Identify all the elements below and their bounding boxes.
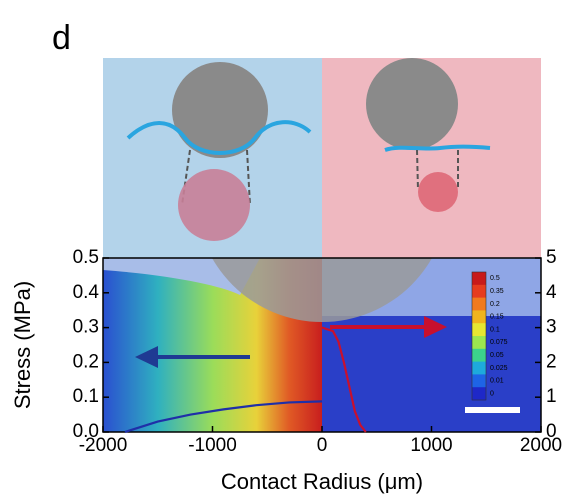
colorbar-swatch [472, 361, 486, 375]
colorbar-label: 0 [490, 390, 494, 397]
x-axis-label: Contact Radius (μm) [221, 469, 423, 494]
y2-tick-label: 0 [546, 421, 557, 442]
y2-tick-label: 5 [546, 247, 557, 268]
y-tick-label: 0.2 [73, 351, 99, 372]
membrane [126, 120, 312, 155]
contact-area [418, 172, 458, 212]
arrowhead [135, 346, 158, 368]
colorbar-swatch [472, 374, 486, 388]
y-tick-label: 0.0 [73, 421, 99, 442]
y-tick-label: 0.4 [73, 282, 100, 303]
colorbar: 0.5 0.35 0.2 0.15 0.1 0.075 0.05 0.025 0.01 0 [471, 271, 508, 401]
colorbar-swatch [472, 387, 486, 401]
x-tick-label: 2000 [520, 435, 562, 456]
colorbar-swatch [472, 348, 486, 363]
panel-label: d [52, 19, 71, 57]
colorbar-label: 0.15 [490, 314, 504, 321]
colorbar-swatch [472, 336, 486, 350]
colorbar-label: 0.075 [490, 339, 508, 346]
guide [181, 149, 191, 206]
colorbar-label: 0.2 [490, 301, 500, 308]
colorbar-label: 0.05 [490, 352, 504, 359]
colorbar-swatch [472, 284, 486, 299]
series-line [124, 400, 323, 434]
guide [416, 149, 419, 191]
sphere [172, 62, 268, 158]
y2-tick-label: 2 [546, 351, 557, 372]
colorbar-label: 0.5 [490, 275, 500, 282]
arrowhead [424, 316, 447, 338]
colorbar-label: 0.35 [490, 288, 504, 295]
x-tick-label: 0 [317, 435, 328, 456]
colorbar-swatch [472, 297, 486, 311]
colorbar-label: 0.1 [490, 326, 500, 333]
y-tick-label: 0.5 [73, 247, 99, 268]
x-tick-label: -1000 [188, 435, 237, 456]
colorbar-label: 0.025 [490, 365, 508, 372]
series-line [321, 326, 367, 433]
guide [246, 149, 251, 206]
y-tick-label: 0.1 [73, 386, 99, 407]
sphere [366, 58, 458, 150]
y-tick-label: 0.3 [73, 317, 99, 338]
x-tick-label: 1000 [410, 435, 452, 456]
colorbar-swatch [472, 323, 486, 337]
y-axis-label: Stress (MPa) [10, 281, 35, 409]
y2-tick-label: 1 [546, 386, 557, 407]
y2-tick-label: 3 [546, 317, 557, 338]
colorbar-frame [471, 271, 487, 401]
x-tick-label: -2000 [79, 435, 128, 456]
colorbar-label: 0.01 [490, 378, 504, 385]
contact-area [178, 169, 250, 241]
colorbar-swatch [472, 272, 486, 286]
scale-bar [465, 407, 520, 413]
membrane [384, 144, 491, 152]
colorbar-swatch [472, 310, 486, 324]
y2-tick-label: 4 [546, 282, 557, 303]
